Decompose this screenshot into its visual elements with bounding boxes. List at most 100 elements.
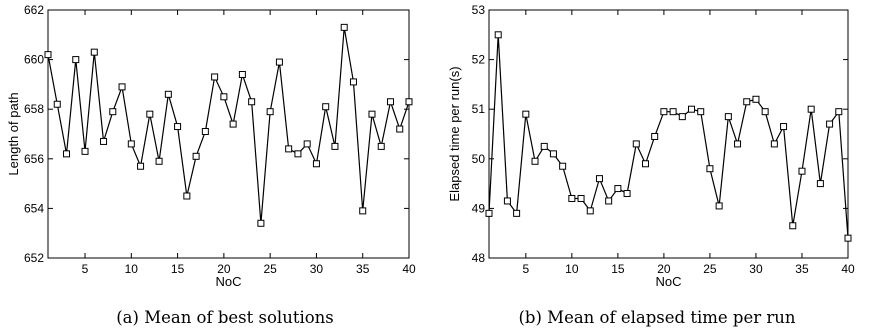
y-tick-label: 49 <box>472 201 486 215</box>
data-point-marker <box>229 120 237 128</box>
y-tick-label: 662 <box>24 3 44 17</box>
data-point-marker <box>761 108 769 116</box>
data-point-marker <box>127 140 135 148</box>
data-point-marker <box>623 190 631 198</box>
data-point-marker <box>63 150 71 158</box>
y-axis-label: Elapsed time per run(s) <box>447 66 462 201</box>
data-point-marker <box>266 108 274 116</box>
data-point-marker <box>100 137 108 145</box>
data-point-marker <box>540 142 548 150</box>
x-tick-label: 40 <box>841 262 855 276</box>
data-point-marker <box>211 73 219 81</box>
data-point-marker <box>183 192 191 200</box>
x-tick-label: 30 <box>310 262 324 276</box>
data-point-marker <box>734 140 742 148</box>
x-tick-label: 15 <box>171 262 185 276</box>
x-axis-label: NoC <box>655 274 681 289</box>
chart-panel-a: 5 10 15 20 25 30 35 40 652 654 656 658 660 662 NoC Leng… <box>6 3 416 327</box>
data-point-marker <box>798 167 806 175</box>
data-point-marker <box>238 70 246 78</box>
x-tick-label: 15 <box>611 262 625 276</box>
series-line <box>47 27 410 224</box>
data-point-marker <box>485 209 493 217</box>
data-point-marker <box>688 105 696 113</box>
data-point-marker <box>816 180 824 188</box>
data-point-marker <box>155 157 163 165</box>
data-point-marker <box>577 194 585 202</box>
data-point-marker <box>844 234 852 242</box>
data-point-marker <box>513 209 521 217</box>
plot-frame <box>47 9 410 259</box>
data-point-marker <box>118 83 126 91</box>
data-point-marker <box>201 128 209 136</box>
figure-caption: (a) Mean of best solutions <box>116 308 334 327</box>
data-point-marker <box>549 150 557 158</box>
plot-frame <box>488 9 849 259</box>
x-tick-label: 5 <box>522 262 529 276</box>
data-point-marker <box>81 147 89 155</box>
y-tick-label: 50 <box>472 152 486 166</box>
x-tick-label: 35 <box>356 262 370 276</box>
data-point-marker <box>368 110 376 118</box>
y-tick-label: 652 <box>24 251 44 265</box>
data-point-marker <box>641 160 649 168</box>
data-point-marker <box>595 175 603 183</box>
data-point-marker <box>312 160 320 168</box>
data-point-marker <box>807 105 815 113</box>
data-point-marker <box>164 90 172 98</box>
data-point-marker <box>303 140 311 148</box>
y-tick-label: 658 <box>24 102 44 116</box>
data-point-marker <box>559 162 567 170</box>
chart-panel-b: 5 10 15 20 25 30 35 40 48 49 50 51 52 53 NoC Elapsed ti… <box>447 3 855 327</box>
data-point-marker <box>706 165 714 173</box>
x-tick-label: 25 <box>263 262 277 276</box>
data-point-marker <box>568 194 576 202</box>
data-point-marker <box>359 207 367 215</box>
data-point-marker <box>522 110 530 118</box>
y-tick-label: 654 <box>24 201 44 215</box>
data-point-marker <box>503 197 511 205</box>
data-point-marker <box>294 150 302 158</box>
data-point-marker <box>789 222 797 230</box>
x-tick-label: 20 <box>217 262 231 276</box>
figure-caption: (b) Mean of elapsed time per run <box>519 308 796 327</box>
data-point-marker <box>660 108 668 116</box>
data-point-marker <box>174 123 182 131</box>
y-tick-label: 53 <box>472 3 486 17</box>
data-point-marker <box>44 51 52 59</box>
data-point-marker <box>257 219 265 227</box>
data-point-marker <box>586 207 594 215</box>
data-point-marker <box>386 98 394 106</box>
data-point-marker <box>53 100 61 108</box>
data-point-marker <box>192 152 200 160</box>
data-point-marker <box>349 78 357 86</box>
y-tick-label: 660 <box>24 53 44 67</box>
data-point-marker <box>651 132 659 140</box>
data-point-marker <box>494 31 502 39</box>
x-tick-label: 35 <box>795 262 809 276</box>
x-axis-label: NoC <box>215 274 241 289</box>
data-point-marker <box>146 110 154 118</box>
data-point-marker <box>285 145 293 153</box>
x-tick-label: 40 <box>402 262 416 276</box>
data-point-marker <box>248 98 256 106</box>
data-point-marker <box>715 202 723 210</box>
y-tick-label: 656 <box>24 152 44 166</box>
data-point-marker <box>72 56 80 64</box>
data-point-marker <box>220 93 228 101</box>
data-point-marker <box>678 113 686 121</box>
data-point-marker <box>109 108 117 116</box>
data-point-marker <box>826 120 834 128</box>
x-tick-label: 5 <box>82 262 89 276</box>
data-point-marker <box>531 157 539 165</box>
y-tick-label: 48 <box>472 251 486 265</box>
data-point-marker <box>697 108 705 116</box>
data-point-marker <box>322 103 330 111</box>
data-point-marker <box>780 123 788 131</box>
data-point-marker <box>331 142 339 150</box>
data-point-marker <box>669 108 677 116</box>
series-line <box>488 34 849 239</box>
data-point-marker <box>340 23 348 31</box>
data-point-marker <box>605 197 613 205</box>
